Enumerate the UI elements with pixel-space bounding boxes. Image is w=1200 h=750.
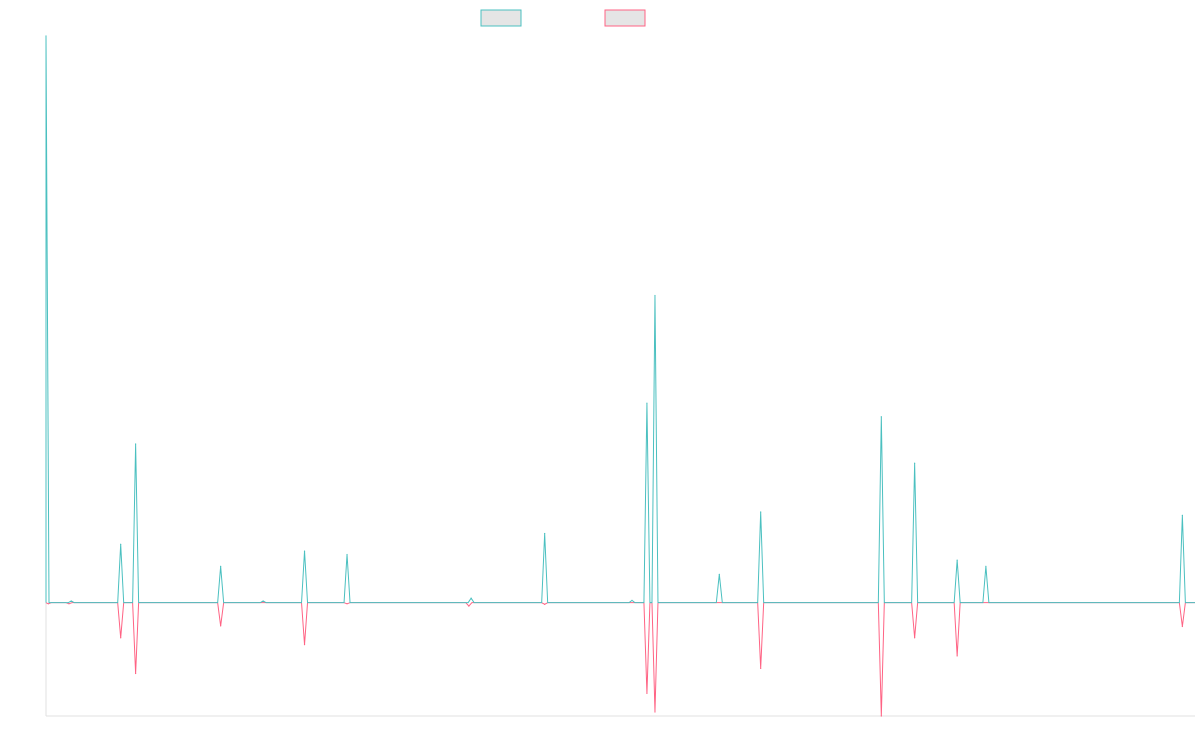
data-point-series_2-4 [220,625,222,627]
data-point-series_1-6 [303,550,306,552]
data-point-series_1-11 [646,402,648,404]
legend-swatch-series_1[interactable] [480,9,522,27]
data-point-series_1-1 [70,600,72,602]
data-point-series_1-9 [544,532,546,535]
data-point-series_1-13 [718,573,720,575]
data-point-series_2-0 [47,603,49,605]
data-point-series_2-1 [68,603,70,605]
data-point-series_1-14 [760,511,762,513]
data-point-series_2-6 [346,603,348,605]
data-point-series_1-5 [262,600,264,602]
data-point-series_2-13 [914,637,916,639]
data-point-series_2-3 [135,672,137,675]
data-point-series_1-12 [654,294,656,297]
data-point-series_2-10 [654,711,656,713]
data-point-series_2-5 [303,644,306,646]
legend-swatch-series_2[interactable] [604,9,646,27]
data-point-series_1-8 [470,597,472,599]
data-point-series_2-15 [1181,625,1183,628]
series-line-series_1 [45,35,1195,604]
data-point-series_1-17 [956,559,958,561]
data-point-series_1-3 [135,443,137,445]
data-point-series_1-16 [914,462,916,464]
data-point-series_2-12 [880,715,882,717]
data-point-series_2-14 [956,655,958,657]
data-point-series_1-15 [880,416,882,418]
data-point-series_1-2 [120,543,122,545]
data-point-series_2-7 [468,605,470,607]
data-point-series_1-7 [346,553,348,556]
plot-area [45,35,1195,717]
data-point-series_1-4 [220,565,222,568]
data-point-series_1-19 [1181,514,1183,517]
data-point-series_2-8 [544,603,546,605]
data-point-series_2-9 [646,692,648,694]
data-point-series_1-10 [631,599,633,602]
data-point-series_1-0 [45,35,47,37]
data-point-series_2-11 [760,667,762,670]
series-line-series_2 [45,602,1195,717]
legend[interactable] [480,9,646,27]
data-point-series_1-18 [985,565,987,568]
data-point-series_2-2 [120,637,122,639]
